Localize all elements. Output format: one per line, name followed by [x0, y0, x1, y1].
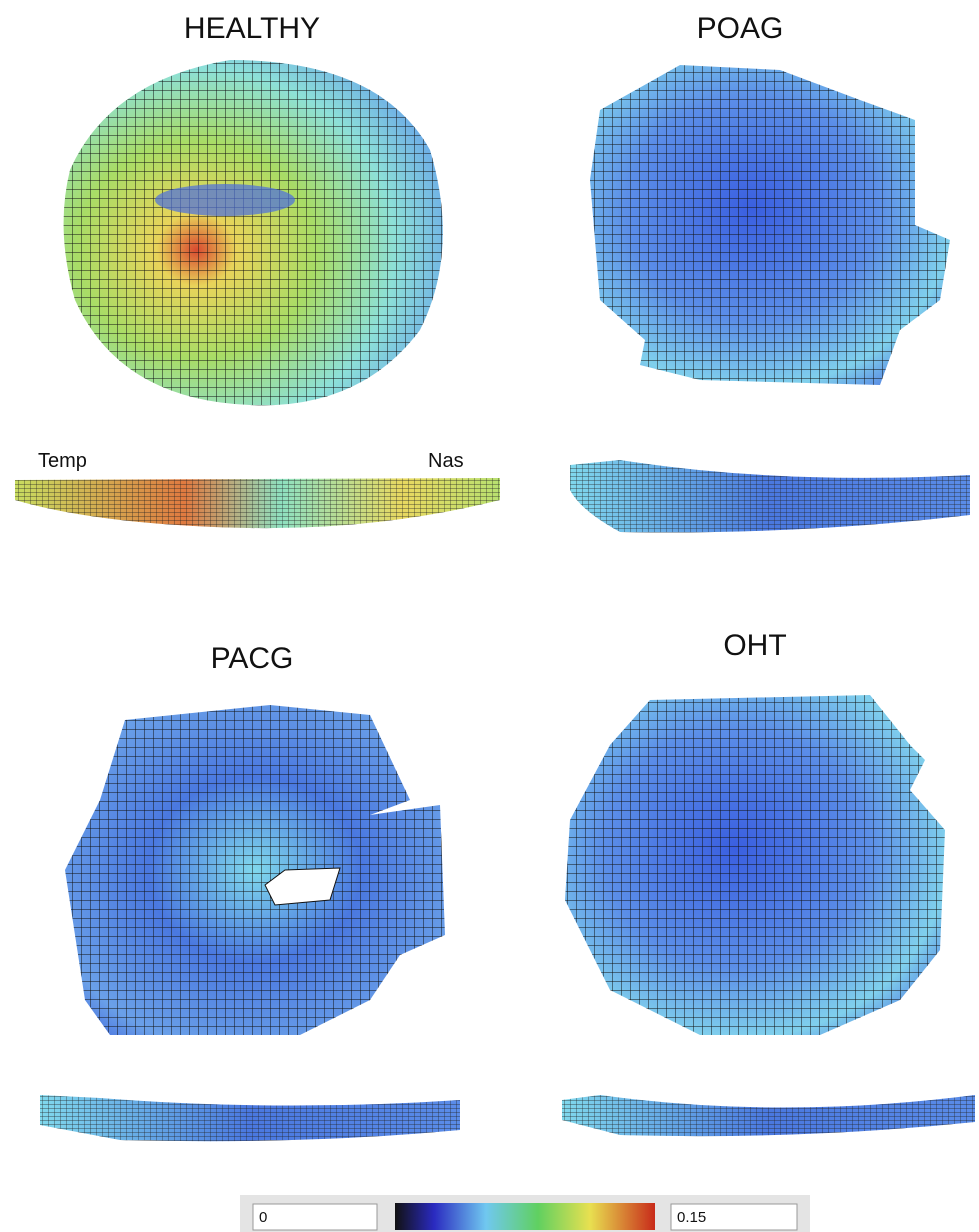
colorbar-gradient [395, 1203, 655, 1230]
temporal-label: Temp [38, 450, 87, 472]
panel-title: POAG [697, 12, 784, 45]
pacg-panel: PACG [40, 642, 460, 1142]
colorbar: 0 0.15 [240, 1195, 810, 1232]
panel-title: OHT [723, 629, 786, 662]
min-box [252, 1203, 378, 1231]
healthy-panel: HEALTHY Temp Nas [15, 12, 500, 529]
nasal-label: Nas [428, 450, 464, 472]
poag-panel: POAG [570, 12, 970, 533]
colorbar-max: 0.15 [677, 1209, 706, 1226]
max-box [670, 1203, 798, 1231]
panel-title: PACG [211, 642, 294, 675]
panel-title: HEALTHY [184, 12, 320, 45]
colorbar-min: 0 [259, 1209, 267, 1226]
oht-panel: OHT [562, 629, 975, 1137]
